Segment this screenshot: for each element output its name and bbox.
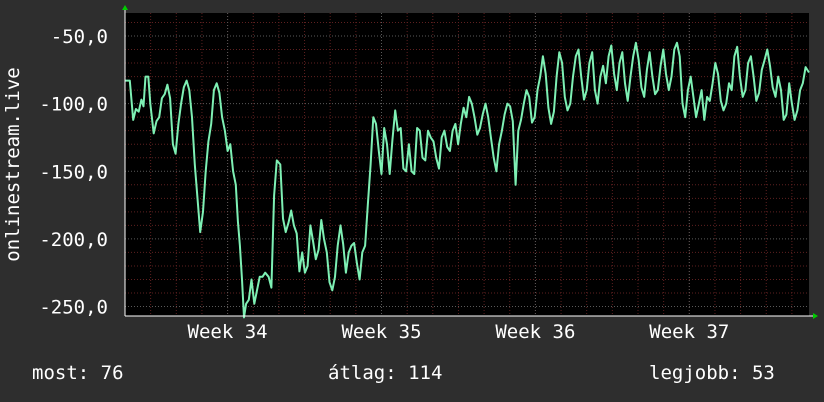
y-tick-label: -250,0 (39, 297, 108, 319)
plot-area: -50,0-100,0-150,0-200,0-250,0 Week 34 Wee… (39, 5, 818, 343)
footer-current-value: most: 76 (32, 362, 124, 384)
series-line (125, 41, 810, 319)
y-tick-label: -200,0 (39, 229, 108, 251)
x-tick-label: Week 36 (495, 321, 575, 343)
y-tick-label: -150,0 (39, 161, 108, 183)
y-axis-label: onlinestream.live (2, 67, 24, 261)
y-axis-arrow-icon (122, 5, 128, 10)
footer-best-value: legjobb: 53 (649, 362, 775, 384)
y-tick-label: -100,0 (39, 94, 108, 116)
y-axis-ticks: -50,0 -100,0 -150,0 -200,0 -250,0 (39, 26, 108, 319)
x-tick-label: Week 35 (341, 321, 421, 343)
x-tick-label: Week 37 (649, 321, 729, 343)
y-tick-label: -50,0 (51, 26, 108, 48)
x-tick-label: Week 34 (188, 321, 268, 343)
footer-average-value: átlag: 114 (328, 362, 443, 384)
minor-grid (124, 13, 809, 316)
x-axis-arrow-icon (813, 313, 818, 319)
x-axis-ticks: Week 34 Week 35 Week 36 Week 37 (188, 321, 730, 343)
